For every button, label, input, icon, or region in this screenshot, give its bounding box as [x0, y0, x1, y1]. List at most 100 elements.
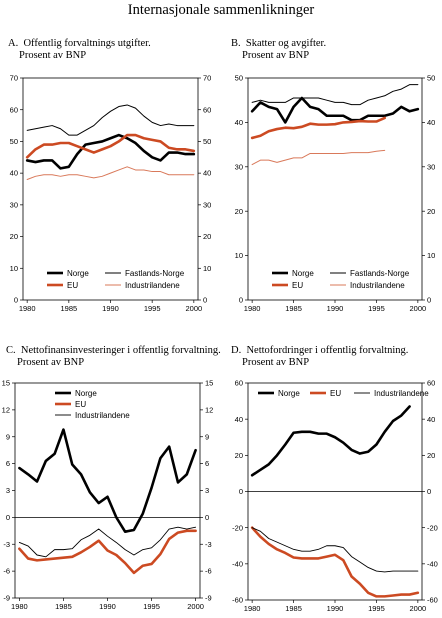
panel-a-ytick-label-right: 0 [203, 296, 207, 305]
panel-d-ytick-label-right: 60 [427, 379, 435, 388]
panel-a-ytick-label-right: 60 [203, 105, 211, 114]
panel-b-xtick-label: 1985 [285, 304, 302, 313]
panel-c-xtick-label: 1980 [11, 602, 28, 611]
panel-d-title-line1: D. Nettofordringer i offentlig forvaltni… [231, 345, 409, 356]
panel-a-ytick-label-left: 70 [10, 74, 18, 83]
panel-a-ytick-label-right: 50 [203, 137, 211, 146]
panel-b-series-industrilandene [251, 149, 386, 166]
panel-a-ytick-label-right: 20 [203, 232, 211, 241]
panel-b-ytick-label-right: 40 [427, 118, 435, 127]
panel-b-ytick-label-right: 10 [427, 251, 435, 260]
panel-a-ytick-label-right: 10 [203, 264, 211, 273]
panel-b-ytick-label-left: 0 [239, 296, 243, 305]
panel-d-series-industrilandene [251, 527, 419, 573]
panel-d-ytick-label-left: 60 [235, 379, 243, 388]
panel-a-ytick-label-left: 60 [10, 105, 18, 114]
panel-b-legend-label-fastlands-norge: Fastlands-Norge [350, 269, 410, 278]
panel-c-ytick-label-right: 9 [205, 432, 209, 441]
panel-b-legend-label-eu: EU [292, 281, 303, 290]
panel-b-xtick-label: 1980 [244, 304, 261, 313]
panel-d-ytick-label-left: -20 [232, 523, 243, 532]
panel-a-title-line1: A. Offentlig forvaltnings utgifter. [8, 38, 151, 49]
panel-a-series-fastlands-norge [26, 104, 195, 136]
panel-a-ytick-label-left: 20 [10, 232, 18, 241]
panel-a-ytick-label-left: 10 [10, 264, 18, 273]
panel-d-ytick-label-right: -60 [427, 596, 438, 605]
panel-d-ytick-label-right: 0 [427, 487, 431, 496]
figure-title: Internasjonale sammenlikninger [127, 2, 315, 18]
panel-a-legend-label-fastlands-norge: Fastlands-Norge [125, 269, 185, 278]
panel-a-title-line2: Prosent av BNP [19, 50, 87, 61]
panel-c-title-line2: Prosent av BNP [17, 357, 85, 368]
panel-d-legend-label-industrilandene: Industrilandene [374, 389, 429, 398]
panel-c-ytick-label-left: 9 [6, 432, 10, 441]
panel-a-xtick-label: 2000 [185, 304, 202, 313]
panel-b-title: B. Skatter og avgifter. Prosent av BNP [231, 38, 326, 62]
panel-a-series-industrilandene [26, 166, 195, 180]
panel-c-ytick-label-right: 3 [205, 486, 209, 495]
panel-c-ytick-label-right: 0 [205, 513, 209, 522]
panel-a-xtick-label: 1985 [60, 304, 77, 313]
panel-b-xtick-label: 1990 [327, 304, 344, 313]
panel-a-xtick-label: 1980 [19, 304, 36, 313]
panel-d-xtick-label: 1990 [327, 604, 344, 613]
panel-d-title-line2: Prosent av BNP [242, 357, 310, 368]
panel-b-ytick-label-right: 50 [427, 74, 435, 83]
panel-c-ytick-label-right: 6 [205, 459, 209, 468]
panel-d-ytick-label-right: 20 [427, 451, 435, 460]
panel-c-ytick-label-right: 12 [205, 405, 213, 414]
panel-c-ytick-label-right: 15 [205, 379, 213, 388]
panel-d-legend-label-norge: Norge [278, 389, 300, 398]
panel-d-ytick-label-right: -20 [427, 523, 438, 532]
panel-b-title-line2: Prosent av BNP [242, 50, 310, 61]
panel-b-ytick-label-left: 50 [235, 74, 243, 83]
panel-b-xtick-label: 1995 [368, 304, 385, 313]
panel-c-ytick-label-left: 0 [6, 513, 10, 522]
panel-b-ytick-label-right: 20 [427, 207, 435, 216]
panel-c-ytick-label-left: -3 [3, 540, 10, 549]
panel-c-xtick-label: 1990 [99, 602, 116, 611]
panel-a-xtick-label: 1990 [102, 304, 119, 313]
panel-d-xtick-label: 2000 [410, 604, 427, 613]
panel-c-ytick-label-right: -3 [205, 540, 212, 549]
panel-d-xtick-label: 1985 [285, 604, 302, 613]
panel-a-title: A. Offentlig forvaltnings utgifter. Pros… [8, 38, 151, 62]
panel-d-ytick-label-right: -40 [427, 559, 438, 568]
panel-d-ytick-label-left: -40 [232, 559, 243, 568]
panel-c-series-eu [18, 529, 197, 575]
panel-c-ytick-label-right: -6 [205, 567, 212, 576]
panel-b-legend-label-industrilandene: Industrilandene [350, 281, 405, 290]
panel-b-ytick-label-right: 0 [427, 296, 431, 305]
panel-c-ytick-label-left: 6 [6, 459, 10, 468]
panel-c-legend-label-norge: Norge [75, 389, 97, 398]
panel-d-title: D. Nettofordringer i offentlig forvaltni… [231, 345, 408, 369]
panel-c-xtick-label: 2000 [187, 602, 204, 611]
panel-b-xtick-label: 2000 [410, 304, 427, 313]
panel-d-ytick-label-left: 20 [235, 451, 243, 460]
panel-b-series-eu [250, 116, 387, 140]
panel-a-legend-label-industrilandene: Industrilandene [125, 281, 180, 290]
panel-a-ytick-label-left: 50 [10, 137, 18, 146]
panel-a-xtick-label: 1995 [144, 304, 161, 313]
panel-c-legend-label-eu: EU [75, 400, 86, 409]
panel-a-series-eu [25, 133, 196, 159]
panel-a-ytick-label-left: 30 [10, 200, 18, 209]
panel-d-ytick-label-right: 40 [427, 415, 435, 424]
panel-b-legend-label-norge: Norge [292, 269, 314, 278]
panel-c-xtick-label: 1995 [143, 602, 160, 611]
panel-a-ytick-label-left: 0 [14, 296, 18, 305]
panel-c-series-industrilandene [18, 526, 197, 558]
panel-a-ytick-label-right: 30 [203, 200, 211, 209]
panel-b-ytick-label-left: 20 [235, 207, 243, 216]
panel-c-ytick-label-left: 3 [6, 486, 10, 495]
panel-d-ytick-label-left: 40 [235, 415, 243, 424]
panel-b-series-norge [250, 96, 420, 124]
panel-d-legend-label-eu: EU [330, 389, 341, 398]
panel-b-ytick-label-left: 10 [235, 251, 243, 260]
panel-b-ytick-label-left: 30 [235, 162, 243, 171]
panel-c-ytick-label-left: -6 [3, 567, 10, 576]
panel-c-title-line1: C. Nettofinansinvesteringer i offentlig … [6, 345, 221, 356]
panel-b-ytick-label-right: 30 [427, 162, 435, 171]
panel-b-title-line1: B. Skatter og avgifter. [231, 38, 327, 49]
panel-a-legend-label-eu: EU [67, 281, 78, 290]
